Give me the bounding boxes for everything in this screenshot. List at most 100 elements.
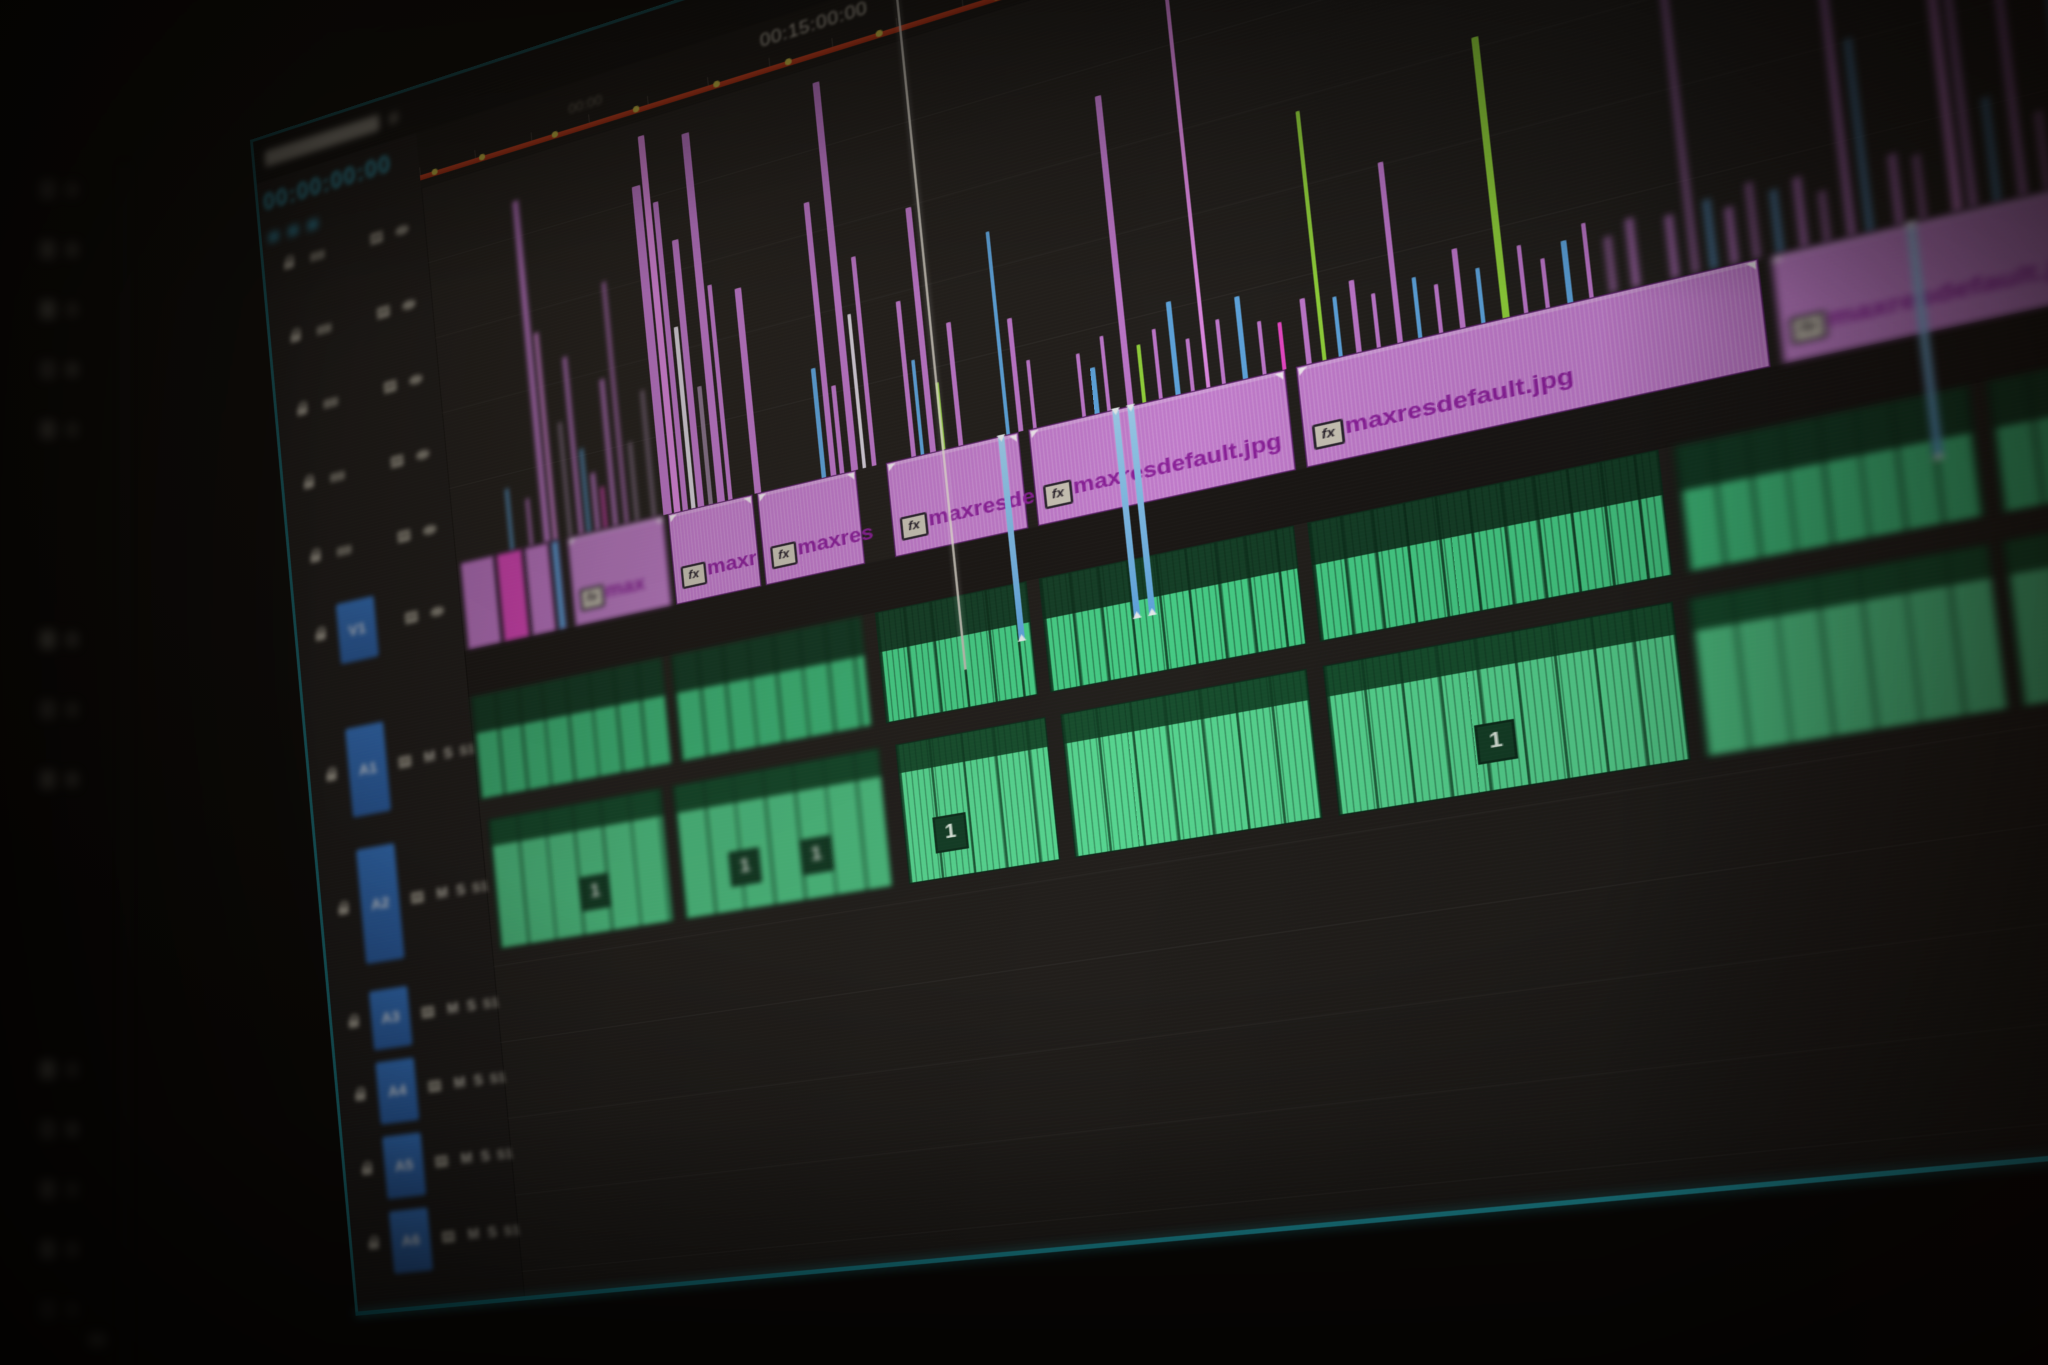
source-patch[interactable]: A1 (344, 721, 392, 818)
eye-icon[interactable] (394, 223, 410, 237)
audio-clip[interactable] (1060, 668, 1323, 858)
eye-icon[interactable] (401, 298, 417, 312)
video-clip-sliver[interactable] (1725, 206, 1738, 265)
video-clip-sliver[interactable] (1625, 217, 1640, 288)
video-clip-sliver[interactable] (985, 231, 1011, 435)
timeline-marker[interactable] (875, 29, 884, 38)
source-patch[interactable]: A4 (375, 1057, 420, 1125)
timeline-marker[interactable] (784, 57, 792, 67)
timeline-marker[interactable] (632, 105, 640, 114)
video-clip-sliver[interactable] (1006, 317, 1024, 432)
source-patch-v1[interactable]: V1 (335, 595, 380, 665)
sync-lock-icon[interactable] (383, 379, 397, 394)
lock-icon[interactable] (368, 1240, 380, 1250)
mute-button[interactable]: M (435, 883, 449, 902)
video-clip-sliver[interactable] (1580, 222, 1594, 298)
video-clip-sliver[interactable] (945, 321, 964, 446)
eye-icon[interactable] (408, 373, 424, 387)
eye-icon[interactable] (415, 448, 431, 462)
timeline-clip-v1[interactable] (459, 554, 502, 651)
video-clip-sliver[interactable] (1136, 344, 1147, 403)
wrench-icon[interactable] (287, 223, 300, 238)
video-clip-sliver[interactable] (1433, 283, 1444, 334)
video-clip-sliver[interactable] (1332, 296, 1343, 357)
audio-clip[interactable]: 1 (895, 716, 1061, 885)
solo-button[interactable]: S (479, 1146, 491, 1165)
timeline-marker[interactable] (431, 167, 438, 176)
solo-button[interactable]: S (472, 1070, 484, 1089)
video-clip-sliver[interactable] (1348, 279, 1362, 353)
audio-clip[interactable]: 1 (1322, 601, 1691, 816)
video-clip-sliver[interactable] (1913, 153, 1927, 221)
lock-icon[interactable] (354, 1091, 366, 1102)
mute-button[interactable]: M (453, 1073, 467, 1092)
video-clip-sliver[interactable] (1665, 214, 1679, 279)
video-clip-sliver[interactable] (628, 441, 639, 522)
snap-icon[interactable] (267, 229, 280, 244)
video-clip-sliver[interactable] (1165, 300, 1181, 396)
video-clip-sliver[interactable] (512, 199, 551, 544)
video-clip-sliver[interactable] (1099, 335, 1111, 412)
audio-clip[interactable]: 1 (487, 787, 675, 950)
video-clip-sliver[interactable] (1656, 0, 1699, 274)
lock-icon[interactable] (361, 1166, 373, 1176)
audio-clip[interactable] (1687, 543, 2009, 758)
video-clip-sliver[interactable] (1026, 359, 1037, 429)
video-clip-sliver[interactable] (1475, 267, 1486, 324)
lock-icon[interactable] (310, 552, 322, 564)
video-clip-sliver[interactable] (1819, 190, 1830, 243)
video-clip-sliver[interactable] (1094, 94, 1134, 407)
sync-lock-icon[interactable] (404, 610, 419, 625)
video-clip-sliver[interactable] (1560, 239, 1574, 304)
eye-icon[interactable] (430, 605, 445, 618)
lock-icon[interactable] (338, 905, 350, 916)
video-clip-sliver[interactable] (1277, 321, 1287, 370)
solo-button[interactable]: S (455, 880, 467, 899)
video-clip-sliver[interactable] (525, 498, 534, 547)
video-clip-sliver[interactable] (1605, 235, 1616, 293)
video-clip-sliver[interactable] (734, 287, 762, 494)
video-clip-sliver[interactable] (1770, 188, 1783, 254)
sync-lock-icon[interactable] (397, 529, 411, 544)
video-clip-sliver[interactable] (1089, 366, 1100, 415)
sync-lock-icon[interactable] (427, 1079, 442, 1093)
video-clip-sliver[interactable] (1295, 110, 1327, 361)
lock-icon[interactable] (348, 1018, 360, 1029)
video-clip-sliver[interactable] (1234, 295, 1249, 380)
source-patch[interactable]: A2 (355, 842, 405, 965)
source-patch[interactable]: A3 (368, 985, 413, 1051)
sync-lock-icon[interactable] (441, 1230, 456, 1244)
lock-icon[interactable] (325, 771, 338, 782)
video-clip-sliver[interactable] (1982, 96, 2001, 203)
video-clip-sliver[interactable] (1540, 257, 1551, 309)
video-clip-sliver[interactable] (1370, 292, 1381, 348)
video-clip-sliver[interactable] (1745, 181, 1760, 260)
video-clip-sliver[interactable] (1215, 318, 1226, 385)
solo-button[interactable]: S (486, 1222, 498, 1241)
video-clip-sliver[interactable] (1888, 152, 1904, 226)
mute-button[interactable]: M (446, 998, 460, 1018)
video-clip-sliver[interactable] (1516, 244, 1529, 314)
sync-lock-icon[interactable] (390, 454, 404, 469)
lock-icon[interactable] (303, 479, 315, 490)
mute-button[interactable]: M (423, 747, 436, 766)
timeline-marker[interactable] (993, 0, 1002, 2)
video-clip-sliver[interactable] (1793, 176, 1808, 249)
video-clip-sliver[interactable] (1299, 297, 1312, 365)
video-clip-sliver[interactable] (2035, 110, 2048, 192)
video-clip-sliver[interactable] (1075, 353, 1087, 417)
lock-icon[interactable] (283, 259, 295, 271)
video-clip-sliver[interactable] (1795, 0, 1856, 238)
lock-icon[interactable] (290, 332, 302, 344)
lock-icon[interactable] (296, 405, 308, 417)
video-clip-sliver[interactable] (1377, 161, 1403, 344)
timeline-settings-icons[interactable] (267, 217, 319, 244)
video-clip-sliver[interactable] (505, 488, 514, 551)
video-clip-sliver[interactable] (1151, 328, 1163, 399)
sync-lock-icon[interactable] (421, 1005, 435, 1019)
timeline-marker[interactable] (551, 130, 559, 139)
sync-lock-icon[interactable] (376, 304, 391, 320)
tab-close-icon[interactable] (388, 110, 399, 126)
video-clip-sliver[interactable] (600, 486, 608, 530)
